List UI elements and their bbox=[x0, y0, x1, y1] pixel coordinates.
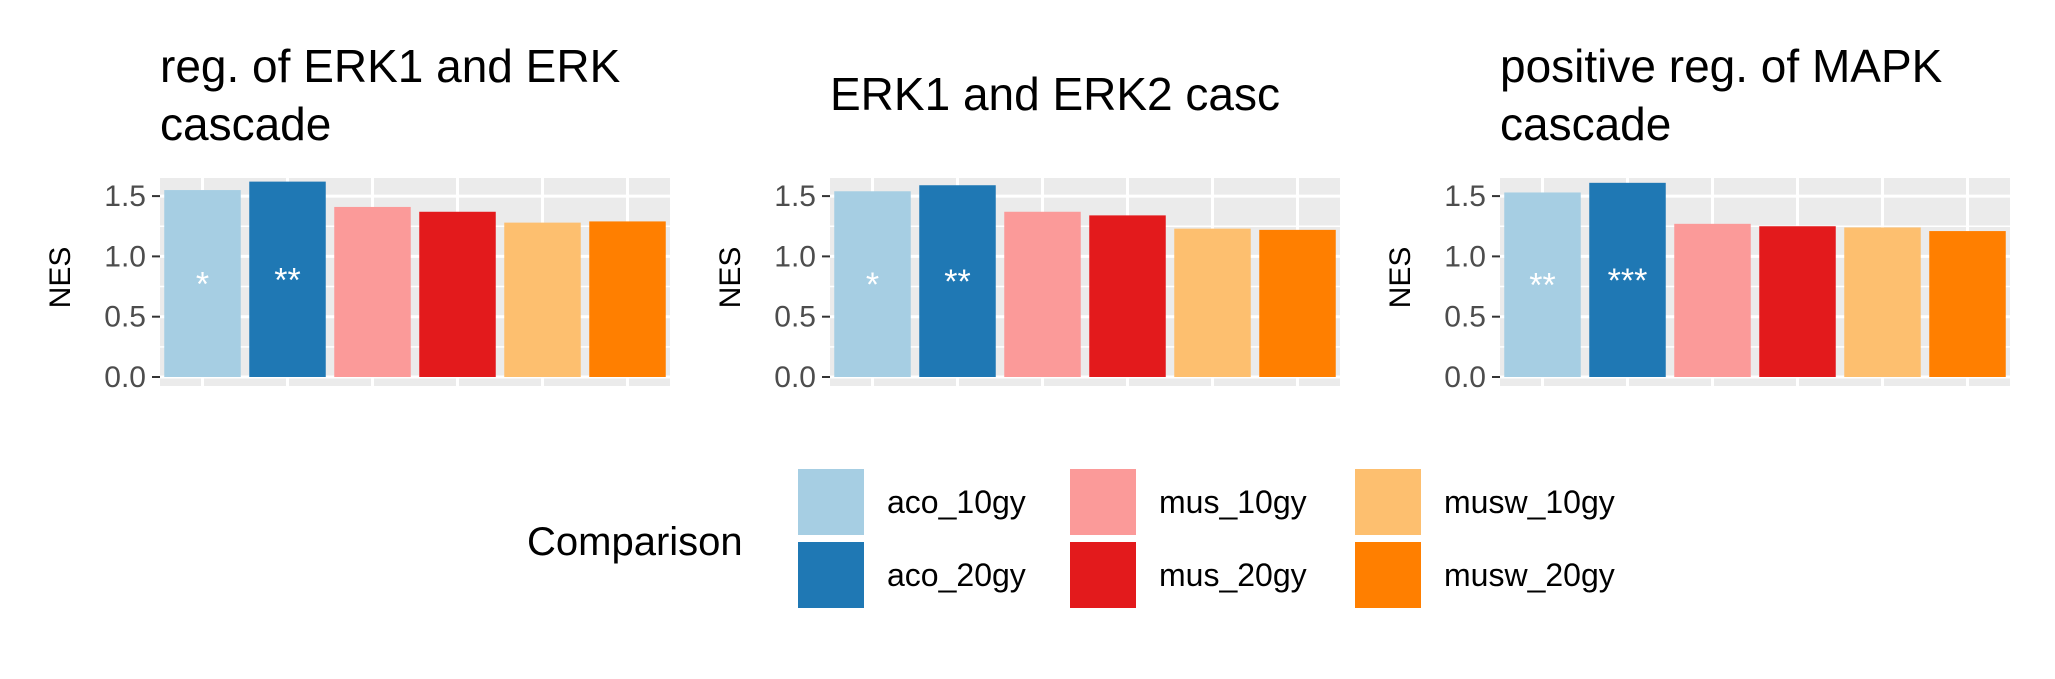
legend-key bbox=[796, 540, 866, 610]
bar-aco_20gy bbox=[919, 185, 996, 377]
legend-label: mus_20gy bbox=[1159, 557, 1307, 593]
chart-title-line: reg. of ERK1 and ERK bbox=[160, 40, 621, 92]
legend-key bbox=[1353, 540, 1423, 610]
bar-aco_20gy bbox=[249, 181, 326, 377]
bar-musw_10gy bbox=[504, 222, 581, 377]
legend-label: aco_20gy bbox=[887, 557, 1026, 593]
y-tick-label: 0.0 bbox=[1444, 361, 1486, 394]
legend-item-aco_10gy: aco_10gy bbox=[796, 467, 1026, 537]
legend-label: mus_10gy bbox=[1159, 484, 1307, 520]
bar-aco_10gy bbox=[164, 190, 241, 377]
legend-key bbox=[1068, 467, 1138, 537]
y-tick-label: 1.5 bbox=[104, 180, 146, 213]
chart-title-line: cascade bbox=[160, 98, 331, 150]
chart-title-line: cascade bbox=[1500, 98, 1671, 150]
bar-mus_20gy bbox=[1759, 226, 1836, 377]
legend-item-mus_20gy: mus_20gy bbox=[1068, 540, 1307, 610]
legend-key bbox=[796, 467, 866, 537]
y-tick-label: 0.0 bbox=[774, 361, 816, 394]
legend: Comparison aco_10gy aco_20gy mus_10gy mus_20… bbox=[527, 467, 1615, 610]
y-tick-label: 1.0 bbox=[1444, 240, 1486, 273]
legend-title: Comparison bbox=[527, 520, 743, 564]
panel-background bbox=[160, 178, 670, 386]
y-tick-label: 1.0 bbox=[104, 240, 146, 273]
chart-title: ERK1 and ERK2 casc bbox=[830, 68, 1280, 120]
legend-item-musw_20gy: musw_20gy bbox=[1353, 540, 1615, 610]
bar-aco_20gy bbox=[1589, 182, 1666, 377]
y-axis-label: NES bbox=[44, 247, 77, 309]
panel-background bbox=[1500, 178, 2010, 386]
legend-key bbox=[1353, 467, 1423, 537]
significance-label: * bbox=[196, 266, 209, 304]
y-tick-label: 1.5 bbox=[1444, 180, 1486, 213]
y-tick-label: 1.0 bbox=[774, 240, 816, 273]
bar-mus_10gy bbox=[1674, 223, 1751, 377]
bar-mus_10gy bbox=[1004, 211, 1081, 377]
y-tick-label: 0.0 bbox=[104, 361, 146, 394]
significance-label: * bbox=[866, 266, 879, 304]
bar-mus_20gy bbox=[1089, 215, 1166, 377]
y-tick-label: 1.5 bbox=[774, 180, 816, 213]
legend-label: musw_10gy bbox=[1444, 484, 1615, 520]
significance-label: ** bbox=[274, 261, 300, 299]
chart-title-line: positive reg. of MAPK bbox=[1500, 40, 1943, 92]
bar-musw_20gy bbox=[589, 221, 666, 377]
legend-item-mus_10gy: mus_10gy bbox=[1068, 467, 1307, 537]
legend-item-musw_10gy: musw_10gy bbox=[1353, 467, 1615, 537]
panel-background bbox=[830, 178, 1340, 386]
y-axis-label: NES bbox=[1384, 247, 1417, 309]
significance-label: ** bbox=[1529, 267, 1555, 305]
bar-mus_10gy bbox=[334, 206, 411, 377]
legend-label: aco_10gy bbox=[887, 484, 1026, 520]
y-axis-label: NES bbox=[714, 247, 747, 309]
bar-musw_20gy bbox=[1929, 231, 2006, 377]
bar-musw_10gy bbox=[1174, 228, 1251, 377]
legend-item-aco_20gy: aco_20gy bbox=[796, 540, 1026, 610]
bar-mus_20gy bbox=[419, 211, 496, 377]
bar-musw_20gy bbox=[1259, 229, 1336, 377]
bar-musw_10gy bbox=[1844, 227, 1921, 377]
legend-key bbox=[1068, 540, 1138, 610]
y-tick-label: 0.5 bbox=[104, 301, 146, 334]
bar-aco_10gy bbox=[1504, 192, 1581, 377]
bar-aco_10gy bbox=[834, 191, 911, 377]
significance-label: *** bbox=[1608, 262, 1648, 300]
legend-label: musw_20gy bbox=[1444, 557, 1615, 593]
y-tick-label: 0.5 bbox=[774, 301, 816, 334]
significance-label: ** bbox=[944, 263, 970, 301]
y-tick-label: 0.5 bbox=[1444, 301, 1486, 334]
